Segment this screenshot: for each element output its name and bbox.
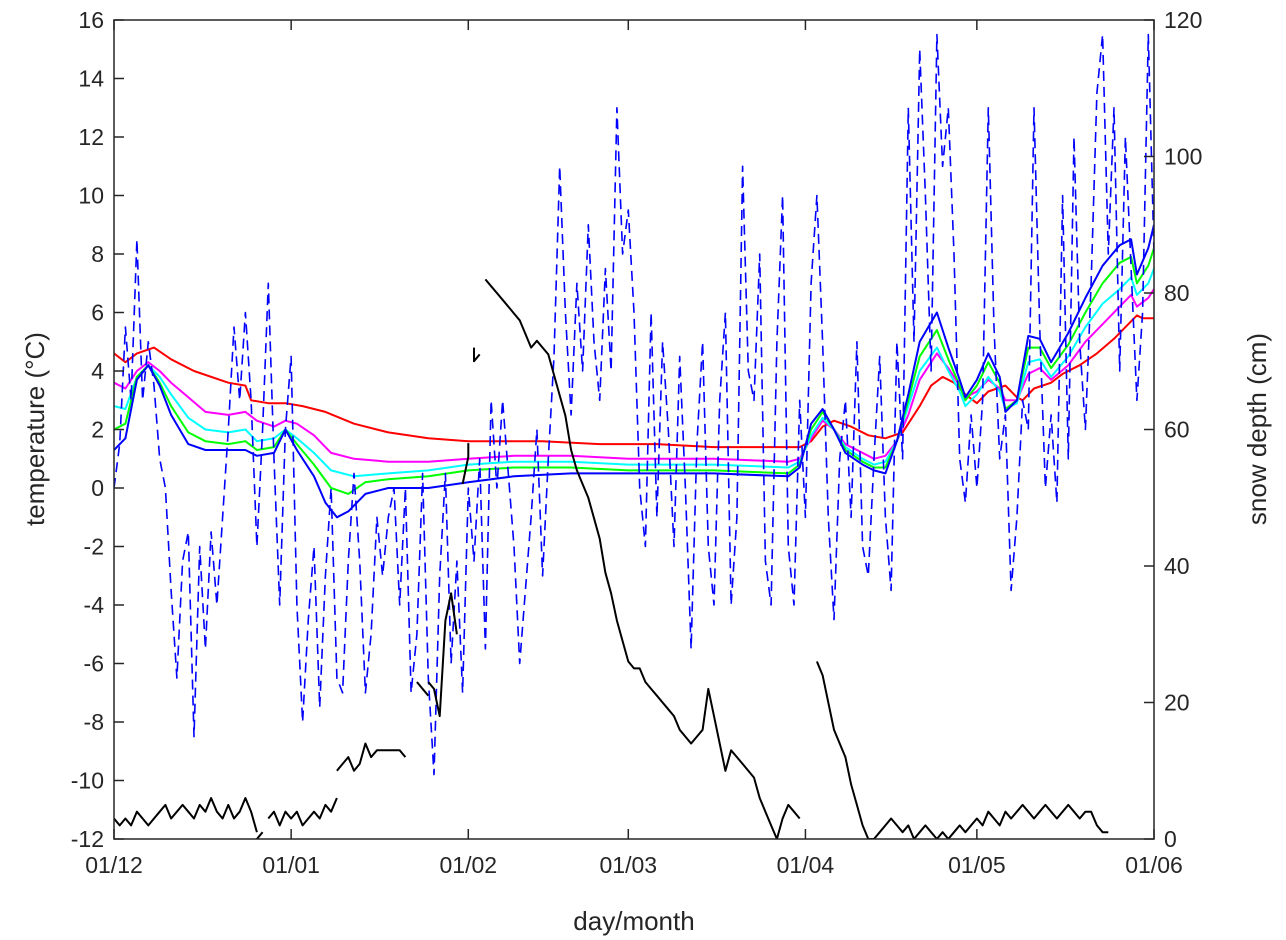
y-tick-label: 16 (78, 7, 104, 33)
snow-depth-line-segment-4 (416, 681, 430, 697)
snow-depth-line-segment-6 (461, 443, 470, 485)
y-tick-label: -10 (71, 768, 104, 794)
plot-area (114, 20, 1154, 839)
y2-tick-label: 0 (1164, 826, 1177, 852)
y-tick-label: 0 (91, 475, 104, 501)
y2-tick-label: 60 (1164, 417, 1190, 443)
y2-tick-label: 40 (1164, 553, 1190, 579)
series-layer (114, 33, 1154, 839)
snow-depth-line-segment-3 (336, 742, 407, 772)
y-tick-label: 4 (91, 358, 104, 384)
y-tick-label: -6 (84, 651, 104, 677)
snow-depth-line-segment-5 (427, 592, 458, 718)
series-line-5 (114, 33, 1154, 776)
y2-tick-label: 100 (1164, 144, 1202, 170)
y-tick-label: -4 (84, 592, 105, 618)
snow-depth-line-segment-8 (484, 278, 801, 839)
y-tick-label: 10 (78, 183, 104, 209)
series-line-3 (114, 247, 1154, 495)
series-line-4 (114, 224, 1154, 519)
series-line-1 (114, 288, 1154, 463)
x-tick-label: 01/02 (440, 852, 498, 878)
y-tick-label: -12 (71, 826, 104, 852)
snow-depth-line-segment-0 (114, 797, 258, 833)
y-tick-label: 14 (78, 66, 104, 92)
snow-depth-line-segment-7 (473, 347, 481, 363)
y2-tick-label: 120 (1164, 7, 1202, 33)
y2-tick-label: 20 (1164, 690, 1190, 716)
snow-depth-line-segment-2 (267, 797, 338, 827)
y-tick-label: 2 (91, 417, 104, 443)
y-tick-label: -2 (84, 534, 104, 560)
x-axis-label: day/month (573, 906, 694, 936)
y-axis-label: temperature (°C) (20, 332, 50, 526)
y2-axis-label: snow depth (cm) (1242, 333, 1272, 525)
x-tick-label: 01/01 (262, 852, 320, 878)
x-tick-label: 01/05 (948, 852, 1006, 878)
y2-tick-label: 80 (1164, 280, 1190, 306)
y-tick-label: 8 (91, 241, 104, 267)
x-tick-label: 01/04 (777, 852, 835, 878)
x-tick-label: 01/06 (1125, 852, 1183, 878)
y-tick-label: 12 (78, 124, 104, 150)
snow-depth-line-segment-9 (815, 661, 1109, 839)
ticks-layer: -12 -10 -8 -6 -4 -2 0 2 4 6 8 10 12 14 16 0 20 40 60 80 100 1… (71, 7, 1203, 878)
y-tick-label: -8 (84, 709, 104, 735)
x-tick-label: 01/12 (85, 852, 143, 878)
y-tick-label: 6 (91, 300, 104, 326)
series-line-2 (114, 268, 1154, 478)
snow-depth-line-segment-1 (256, 831, 264, 839)
x-tick-label: 01/03 (600, 852, 658, 878)
